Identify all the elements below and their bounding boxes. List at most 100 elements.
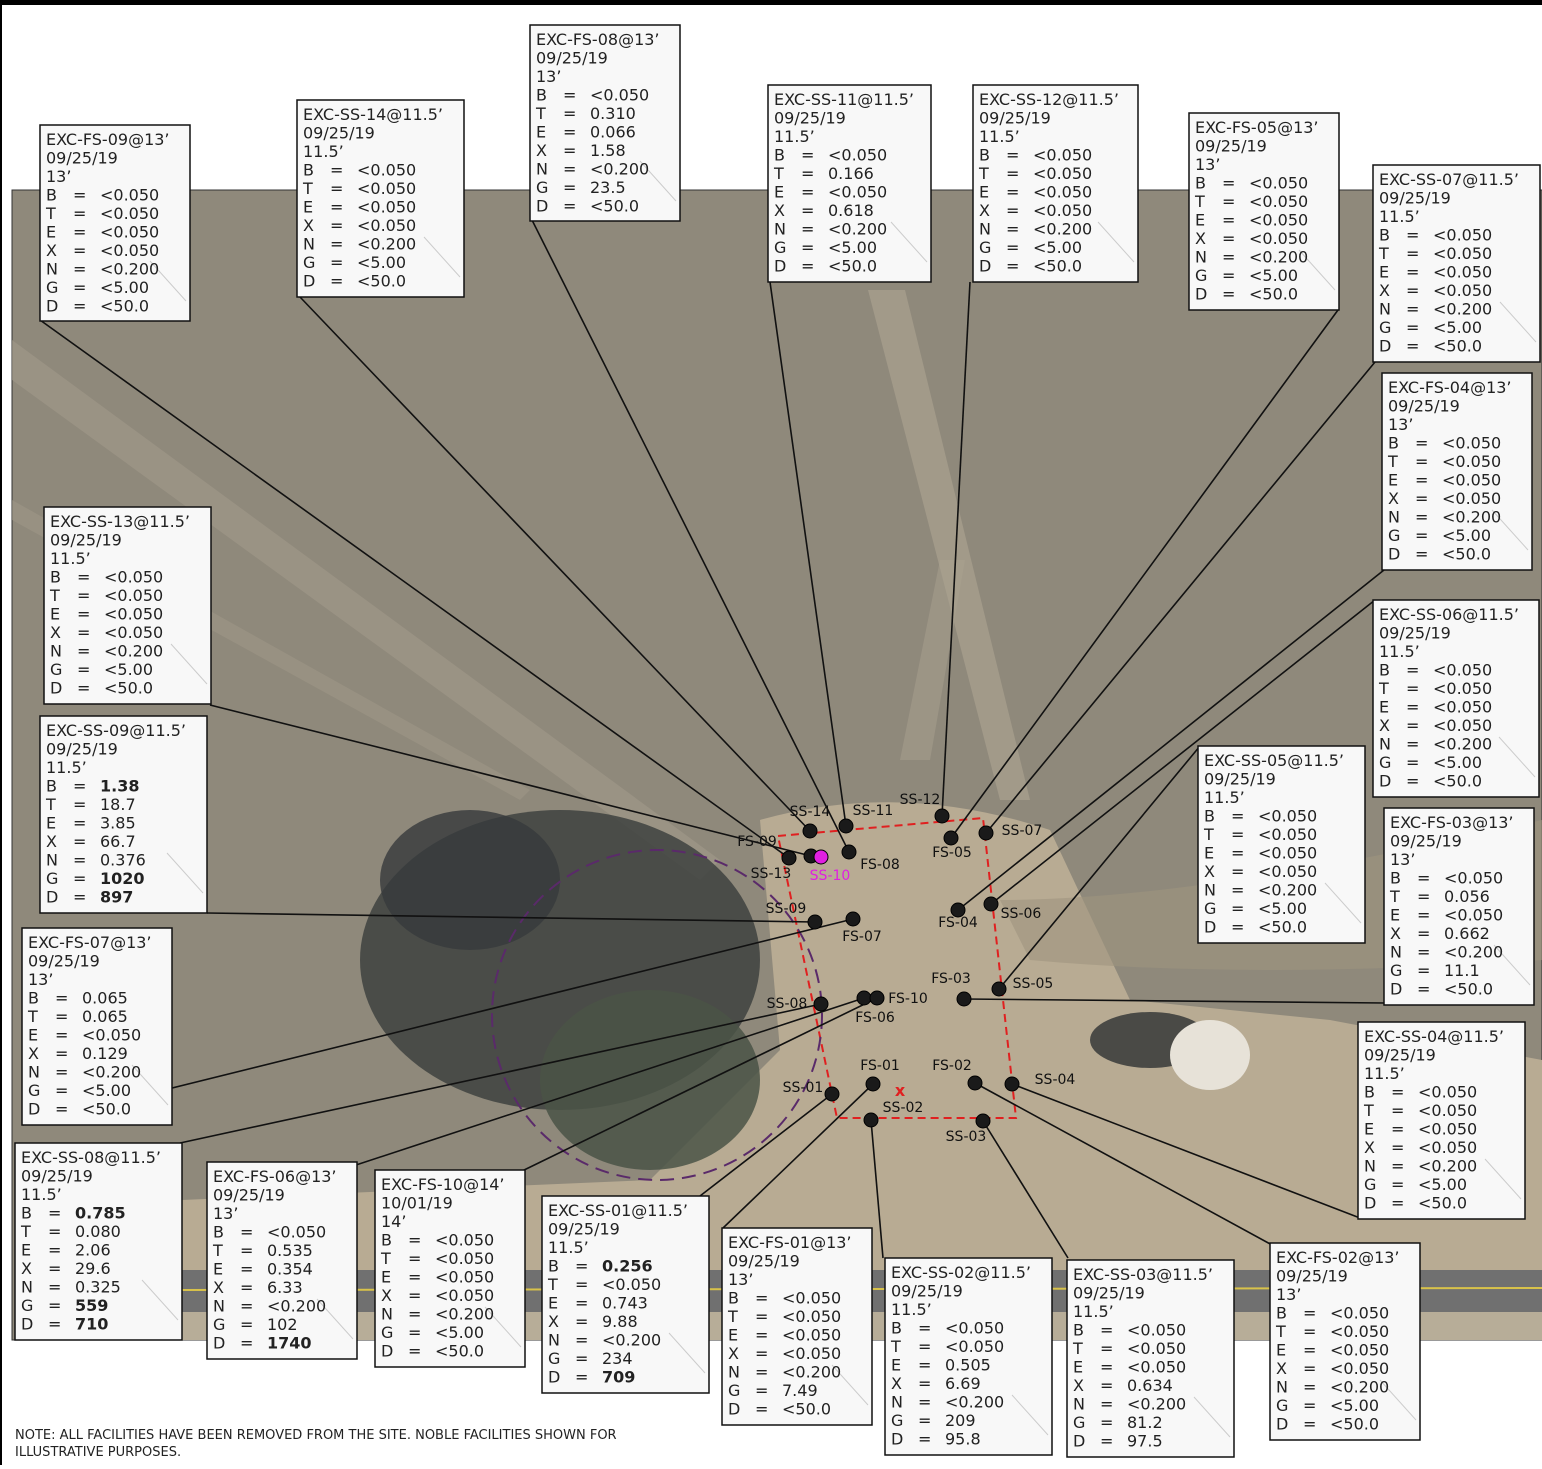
separator: =	[1100, 1339, 1113, 1358]
param-label: D	[536, 197, 548, 216]
param-label: D	[548, 1368, 560, 1387]
box-header: 09/25/19	[50, 531, 122, 550]
result-value: <50.0	[1330, 1415, 1379, 1434]
separator: =	[1415, 452, 1428, 471]
result-value: <0.050	[1258, 844, 1317, 863]
result-box: EXC-SS-03@11.5’09/25/1911.5’B=<0.050T=<0…	[1067, 1260, 1234, 1457]
separator: =	[801, 257, 814, 276]
param-label: N	[1390, 943, 1402, 962]
box-header: 11.5’	[1073, 1302, 1114, 1321]
separator: =	[73, 204, 86, 223]
sample-point	[979, 826, 993, 840]
result-value: 0.535	[267, 1241, 313, 1260]
param-label: N	[21, 1278, 33, 1297]
param-label: E	[46, 223, 56, 242]
param-label: X	[1364, 1138, 1375, 1157]
separator: =	[1406, 698, 1419, 717]
param-label: X	[381, 1286, 392, 1305]
result-value: <5.00	[1258, 899, 1307, 918]
separator: =	[1100, 1321, 1113, 1340]
result-value: <0.050	[1258, 862, 1317, 881]
box-header: 11.5’	[21, 1185, 62, 1204]
param-label: B	[21, 1204, 32, 1223]
separator: =	[918, 1411, 931, 1430]
separator: =	[1391, 1120, 1404, 1139]
result-value: <0.050	[782, 1289, 841, 1308]
box-header: EXC-SS-06@11.5’	[1379, 605, 1519, 624]
box-header: 11.5’	[548, 1238, 589, 1257]
result-value: 81.2	[1127, 1413, 1163, 1432]
result-value: <50.0	[357, 272, 406, 291]
param-label: T	[1389, 887, 1400, 906]
separator: =	[575, 1294, 588, 1313]
box-header: EXC-FS-01@13’	[728, 1233, 852, 1252]
box-header: 13’	[1195, 155, 1220, 174]
separator: =	[1231, 881, 1244, 900]
result-box: EXC-SS-14@11.5’09/25/1911.5’B=<0.050T=<0…	[297, 100, 464, 297]
param-label: G	[774, 238, 786, 257]
box-header: 13’	[46, 167, 71, 186]
result-value: 102	[267, 1315, 298, 1334]
box-header: EXC-FS-06@13’	[213, 1167, 337, 1186]
param-label: T	[535, 104, 546, 123]
param-label: B	[548, 1257, 559, 1276]
result-value: <50.0	[1258, 918, 1307, 937]
separator: =	[1406, 244, 1419, 263]
result-value: <0.200	[1127, 1395, 1186, 1414]
separator: =	[563, 141, 576, 160]
result-value: <5.00	[104, 660, 153, 679]
result-value: <5.00	[1249, 266, 1298, 285]
point-label: SS-10	[810, 868, 851, 884]
result-value: <0.050	[1330, 1304, 1389, 1323]
result-value: <0.050	[1433, 226, 1492, 245]
box-header: EXC-FS-10@14’	[381, 1175, 505, 1194]
result-value: 559	[75, 1296, 108, 1315]
param-label: B	[1073, 1321, 1084, 1340]
point-label: FS-04	[938, 915, 978, 931]
param-label: B	[46, 777, 57, 796]
result-value: <0.050	[1444, 906, 1503, 925]
param-label: T	[380, 1249, 391, 1268]
param-label: T	[212, 1241, 223, 1260]
separator: =	[408, 1305, 421, 1324]
param-label: E	[1364, 1120, 1374, 1139]
separator: =	[801, 146, 814, 165]
result-value: <50.0	[435, 1342, 484, 1361]
box-header: EXC-SS-13@11.5’	[50, 512, 190, 531]
param-label: E	[1195, 211, 1205, 230]
sample-point	[825, 1087, 839, 1101]
separator: =	[1415, 489, 1428, 508]
result-value: 1.58	[590, 141, 626, 160]
param-label: B	[303, 161, 314, 180]
result-box: EXC-FS-08@13’09/25/1913’B=<0.050T=0.310E…	[530, 25, 680, 221]
result-value: <0.200	[1442, 508, 1501, 527]
separator: =	[1231, 807, 1244, 826]
box-header: EXC-SS-05@11.5’	[1204, 751, 1344, 770]
separator: =	[1391, 1157, 1404, 1176]
separator: =	[1231, 899, 1244, 918]
separator: =	[1231, 918, 1244, 937]
result-value: <50.0	[1433, 337, 1482, 356]
separator: =	[240, 1223, 253, 1242]
result-box: EXC-SS-07@11.5’09/25/1911.5’B=<0.050T=<0…	[1373, 165, 1540, 362]
separator: =	[563, 160, 576, 179]
separator: =	[1100, 1358, 1113, 1377]
result-value: 0.080	[75, 1222, 121, 1241]
result-value: <0.050	[1033, 164, 1092, 183]
param-label: N	[46, 260, 58, 279]
separator: =	[1222, 229, 1235, 248]
page: x SS-14SS-11SS-12SS-07FS-05FS-09SS-13FS-…	[0, 0, 1542, 1469]
box-header: 13’	[728, 1270, 753, 1289]
separator: =	[1417, 906, 1430, 925]
separator: =	[73, 278, 86, 297]
param-label: X	[728, 1344, 739, 1363]
separator: =	[1417, 980, 1430, 999]
separator: =	[1303, 1396, 1316, 1415]
result-box: EXC-SS-13@11.5’09/25/1911.5’B=<0.050T=<0…	[44, 507, 211, 704]
point-label: SS-09	[766, 901, 807, 917]
param-label: X	[21, 1259, 32, 1278]
point-label: SS-13	[751, 866, 792, 882]
param-label: D	[1379, 337, 1391, 356]
param-label: B	[1364, 1083, 1375, 1102]
result-value: 2.06	[75, 1241, 111, 1260]
